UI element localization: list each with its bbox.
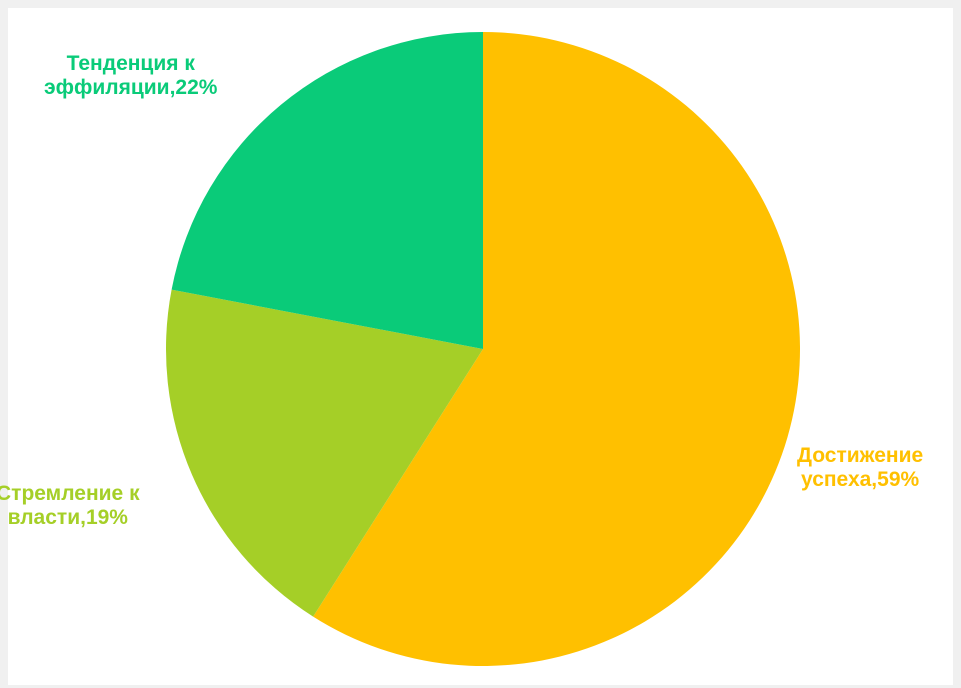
slice-label-power-line2: власти,19% [7, 506, 128, 529]
pie-slice-achievement [313, 32, 801, 667]
slice-label-achievement-line2: успеха,59% [801, 468, 920, 491]
slice-label-achievement-line1: Достижение [797, 444, 924, 467]
slice-label-affiliation: Тенденция к эффиляции,22% [44, 52, 217, 100]
slice-label-affiliation-line2: эффиляции,22% [44, 76, 218, 99]
pie-slice-affiliation [171, 31, 484, 349]
pie-slice-power [165, 289, 483, 617]
slice-label-power-line1: Стремление к [0, 482, 140, 505]
slice-label-affiliation-line1: Тенденция к [66, 52, 195, 75]
slice-label-achievement: Достижение успеха,59% [797, 444, 923, 492]
slice-label-power: Стремление к власти,19% [0, 482, 140, 530]
